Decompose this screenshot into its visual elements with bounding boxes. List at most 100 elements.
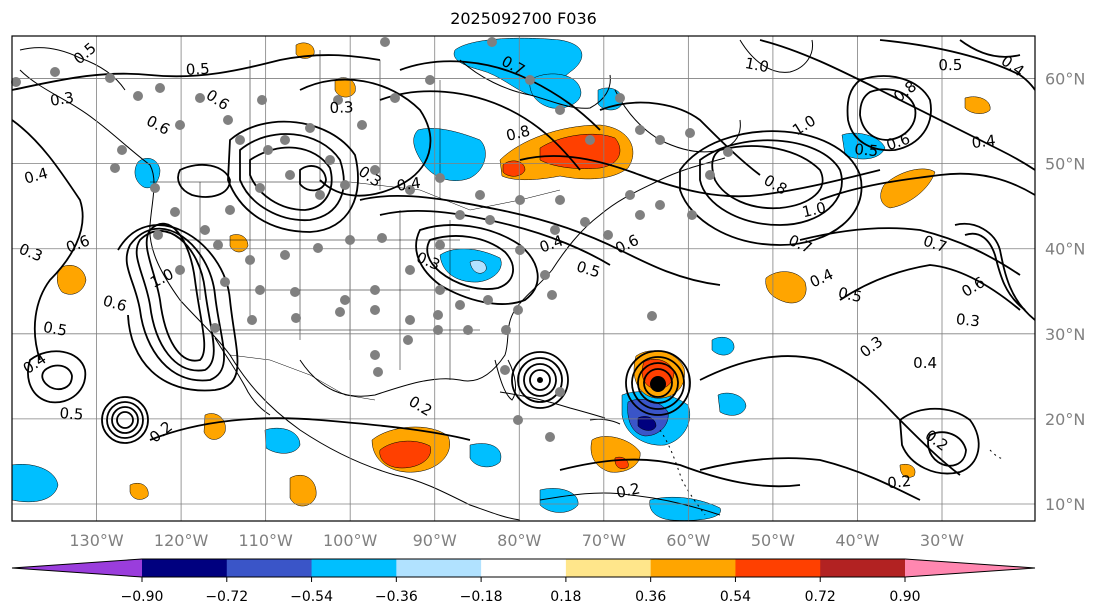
contour-label: 1.0 bbox=[789, 111, 819, 139]
contour-east-4 bbox=[599, 101, 761, 176]
contour-hurricane-4 bbox=[625, 350, 691, 416]
contour-pacific-3 bbox=[106, 401, 144, 439]
colorbar-tick-label: 0.90 bbox=[889, 589, 920, 605]
contour-labels: 0.50.50.60.30.60.40.3 0.60.61.00.50.40.50… bbox=[16, 39, 1027, 502]
contour-label: 0.5 bbox=[854, 140, 879, 160]
fill-red-hurricane bbox=[641, 359, 675, 390]
coast-cuba bbox=[499, 391, 606, 419]
contour-lines bbox=[12, 39, 1035, 501]
contour-label: 1.0 bbox=[744, 54, 771, 76]
bahamas-center-dot bbox=[537, 377, 543, 383]
contour-hurricane-1 bbox=[643, 368, 673, 398]
contour-label: 0.2 bbox=[615, 479, 642, 502]
lon-tick-label: 100°W bbox=[323, 531, 378, 550]
fill-orange-nw2 bbox=[129, 482, 149, 500]
coast-hudson bbox=[459, 59, 611, 109]
map-title: 2025092700 F036 bbox=[450, 9, 597, 28]
contour-label: 0.5 bbox=[70, 39, 100, 68]
colorbar-segment bbox=[735, 559, 821, 577]
lat-tick-label: 60°N bbox=[1045, 70, 1085, 89]
contour-label: 0.4 bbox=[971, 131, 997, 152]
observation-dots bbox=[11, 37, 733, 442]
contour-ne-small-2 bbox=[177, 163, 231, 198]
contour-plains-2 bbox=[249, 146, 333, 211]
colorbar-tick-label: −0.18 bbox=[460, 589, 503, 605]
contour-label: 0.4 bbox=[807, 265, 836, 291]
coast-hispaniola bbox=[589, 418, 621, 425]
contour-bahamas-2 bbox=[523, 363, 557, 397]
colorbar-segment bbox=[311, 559, 397, 577]
contour-label: 0.2 bbox=[886, 472, 912, 492]
fill-orange-pacific bbox=[203, 413, 226, 440]
contour-plains-1 bbox=[239, 133, 345, 221]
fill-orange-caribbean bbox=[590, 436, 641, 473]
contour-atl-south-1 bbox=[699, 355, 961, 476]
lon-tick-label: 40°W bbox=[835, 531, 879, 550]
contour-atl-mid-2 bbox=[799, 227, 1021, 276]
contour-atl-south-3 bbox=[927, 431, 967, 467]
contour-label: 0.4 bbox=[913, 354, 937, 372]
contour-label: 0.4 bbox=[396, 174, 422, 195]
coast-greenland bbox=[739, 39, 814, 73]
fill-orange-rockies bbox=[229, 234, 249, 253]
contour-label: 0.6 bbox=[612, 231, 641, 258]
longitude-labels: 130°W 120°W 110°W 100°W 90°W 80°W 70°W 60°W 50°W… bbox=[69, 531, 964, 550]
contour-low-west-3 bbox=[125, 227, 225, 382]
lat-tick-label: 10°N bbox=[1045, 495, 1085, 514]
colorbar-segment bbox=[565, 559, 652, 577]
lon-tick-label: 50°W bbox=[751, 531, 795, 550]
fill-blue-midatlantic bbox=[711, 337, 735, 356]
colorbar-segment bbox=[820, 559, 906, 577]
contour-label: 0.4 bbox=[22, 164, 50, 188]
fill-red-quebec bbox=[539, 133, 621, 169]
contour-atl-north-3 bbox=[859, 88, 917, 141]
lon-tick-label: 30°W bbox=[920, 531, 964, 550]
contour-east-1 bbox=[359, 195, 721, 286]
contour-atl-mid-1 bbox=[819, 172, 1035, 201]
contour-atl-east-1 bbox=[954, 223, 1035, 321]
contour-label: 0.5 bbox=[185, 60, 210, 79]
contour-label: 0.6 bbox=[143, 112, 173, 139]
contour-nw-2 bbox=[12, 119, 84, 361]
contour-trop-1 bbox=[149, 417, 471, 441]
colorbar-tick-label: −0.54 bbox=[290, 589, 333, 605]
contour-label: 0.6 bbox=[101, 292, 129, 316]
contour-label: 0.2 bbox=[146, 418, 176, 447]
fill-blue-greatlakes bbox=[413, 128, 486, 181]
coast-southamerica bbox=[539, 492, 721, 516]
contour-label: 0.3 bbox=[955, 310, 981, 330]
colorbar-segment bbox=[226, 559, 313, 577]
contour-w-small-1 bbox=[27, 350, 87, 404]
contour-label: 0.5 bbox=[938, 56, 962, 74]
fill-red-quebec-2 bbox=[502, 160, 526, 177]
coast-cape-verde bbox=[989, 449, 1006, 459]
colorbar-tick-label: 0.54 bbox=[720, 589, 751, 605]
fill-blue-south-1 bbox=[469, 443, 502, 468]
contour-central-5 bbox=[426, 235, 514, 290]
contour-label: 0.5 bbox=[836, 284, 863, 307]
lat-tick-label: 20°N bbox=[1045, 410, 1085, 429]
us-mexico-border bbox=[229, 354, 376, 401]
contour-bahamas-3 bbox=[517, 357, 563, 403]
contour-label: 0.3 bbox=[856, 332, 886, 361]
lon-tick-label: 90°W bbox=[413, 531, 457, 550]
colorbar-segment bbox=[481, 559, 567, 577]
colorbar-tick-label: 0.18 bbox=[550, 589, 581, 605]
province-lines bbox=[249, 50, 441, 200]
contour-w-small-2 bbox=[41, 364, 73, 390]
fill-blue-south-3 bbox=[649, 496, 721, 521]
fill-orange-west bbox=[57, 265, 87, 295]
contour-east-2 bbox=[379, 210, 611, 266]
colorbar-tick-label: −0.90 bbox=[121, 589, 164, 605]
map-frame bbox=[11, 35, 1036, 522]
lon-tick-label: 120°W bbox=[154, 531, 209, 550]
contour-atl-north-2 bbox=[846, 75, 932, 152]
fill-orange-mexico bbox=[289, 474, 317, 507]
fill-navy-caribbean bbox=[637, 416, 657, 431]
contour-trop-2 bbox=[559, 458, 801, 488]
contour-label: 0.2 bbox=[922, 426, 952, 455]
lat-tick-label: 30°N bbox=[1045, 325, 1085, 344]
lon-tick-label: 70°W bbox=[582, 531, 626, 550]
contour-atl-high-2 bbox=[699, 139, 843, 226]
